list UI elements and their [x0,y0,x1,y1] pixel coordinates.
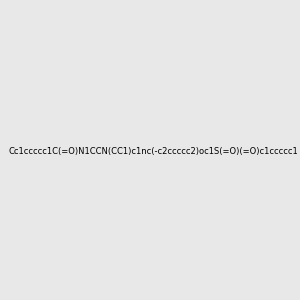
Text: Cc1ccccc1C(=O)N1CCN(CC1)c1nc(-c2ccccc2)oc1S(=O)(=O)c1ccccc1: Cc1ccccc1C(=O)N1CCN(CC1)c1nc(-c2ccccc2)o… [9,147,298,156]
